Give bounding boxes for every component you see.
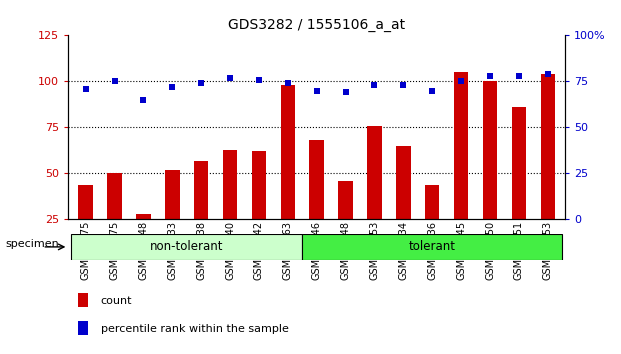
Bar (78, 321, 88, 336)
Bar (512, 107, 526, 266)
Bar (194, 161, 209, 266)
Point (543, 71, 553, 77)
Bar (136, 214, 151, 266)
Text: specimen: specimen (6, 239, 59, 249)
Point (196, 80, 206, 86)
Text: count: count (101, 296, 132, 306)
Bar (78, 293, 88, 307)
Text: percentile rank within the sample: percentile rank within the sample (101, 324, 289, 334)
Point (399, 82, 409, 88)
Point (312, 88, 322, 93)
Bar (252, 152, 266, 266)
Text: tolerant: tolerant (409, 240, 456, 253)
Text: non-tolerant: non-tolerant (150, 240, 224, 253)
Point (485, 73, 495, 79)
Bar (454, 72, 468, 266)
Point (254, 77, 264, 82)
Bar (540, 74, 555, 266)
Point (138, 97, 148, 103)
Point (514, 73, 524, 79)
Bar (338, 181, 353, 266)
Point (341, 90, 351, 95)
Bar (396, 146, 410, 266)
Bar (223, 149, 237, 266)
Bar (78, 184, 93, 266)
Point (81, 86, 91, 92)
Title: GDS3282 / 1555106_a_at: GDS3282 / 1555106_a_at (228, 18, 406, 32)
Bar (483, 81, 497, 266)
Point (167, 84, 177, 90)
Point (283, 80, 292, 86)
Bar (302, 234, 562, 260)
Point (427, 88, 437, 93)
Bar (309, 140, 324, 266)
Point (109, 79, 119, 84)
Point (369, 82, 379, 88)
Bar (107, 173, 122, 266)
Bar (281, 85, 295, 266)
Bar (367, 126, 382, 266)
Bar (165, 170, 179, 266)
Point (456, 79, 466, 84)
Bar (71, 234, 302, 260)
Bar (425, 184, 440, 266)
Point (225, 75, 235, 81)
